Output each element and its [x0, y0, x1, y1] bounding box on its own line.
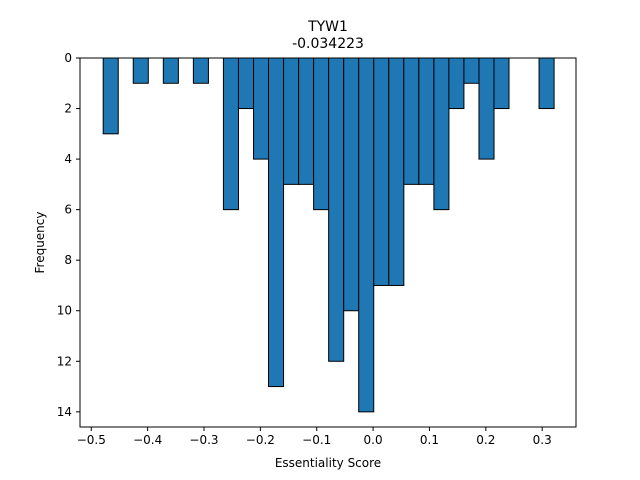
- y-tick-label: 8: [64, 253, 72, 267]
- x-axis-label: Essentiality Score: [275, 456, 381, 470]
- y-tick-label: 10: [57, 304, 72, 318]
- histogram-bar: [433, 57, 450, 211]
- histogram-bar: [298, 57, 315, 185]
- axes-frame: [79, 57, 577, 428]
- y-tick-label: 12: [57, 354, 72, 368]
- histogram-bars: [102, 57, 555, 413]
- x-tick-label: 0.0: [364, 433, 383, 447]
- x-tick-label: −0.5: [77, 433, 106, 447]
- y-tick-label: 0: [64, 51, 72, 65]
- y-tick-label: 2: [64, 102, 72, 116]
- chart-title: TYW1: [307, 19, 348, 35]
- y-tick-label: 4: [64, 152, 72, 166]
- histogram-bar: [132, 57, 149, 84]
- histogram-bar: [493, 57, 510, 110]
- x-tick-label: −0.4: [133, 433, 162, 447]
- x-tick-label: −0.1: [302, 433, 331, 447]
- x-axis-ticks: −0.5 −0.4 −0.3 −0.2 −0.1 0.0 0.1 0.2 0.3: [77, 427, 552, 447]
- histogram-bar: [102, 57, 119, 135]
- histogram-bar: [538, 57, 555, 110]
- histogram-bar: [448, 57, 465, 110]
- histogram-bar: [478, 57, 495, 160]
- histogram-bar: [268, 57, 285, 388]
- x-tick-label: 0.3: [533, 433, 552, 447]
- histogram-bar: [373, 57, 390, 286]
- chart-subtitle: -0.034223: [292, 36, 364, 52]
- histogram-bar: [418, 57, 435, 185]
- y-axis-label: Frequency: [33, 212, 47, 274]
- histogram-bar: [358, 57, 375, 413]
- histogram-bar: [463, 57, 480, 84]
- histogram-bar: [343, 57, 360, 312]
- x-tick-label: 0.1: [420, 433, 439, 447]
- y-tick-label: 6: [64, 203, 72, 217]
- histogram-bar: [283, 57, 300, 185]
- histogram-bar: [403, 57, 420, 185]
- x-tick-label: −0.3: [189, 433, 218, 447]
- y-tick-label: 14: [57, 405, 72, 419]
- histogram-bar: [253, 57, 270, 160]
- y-axis-ticks: 0 2 4 6 8 10 12 14: [57, 51, 80, 419]
- histogram-bar: [237, 57, 255, 110]
- histogram-bar: [328, 57, 345, 362]
- histogram-bar: [162, 57, 179, 84]
- x-tick-label: 0.2: [476, 433, 495, 447]
- x-tick-label: −0.2: [246, 433, 275, 447]
- histogram-bar: [313, 57, 330, 211]
- histogram-bar: [222, 57, 239, 211]
- histogram-bar: [192, 57, 209, 84]
- histogram-bar: [388, 57, 405, 286]
